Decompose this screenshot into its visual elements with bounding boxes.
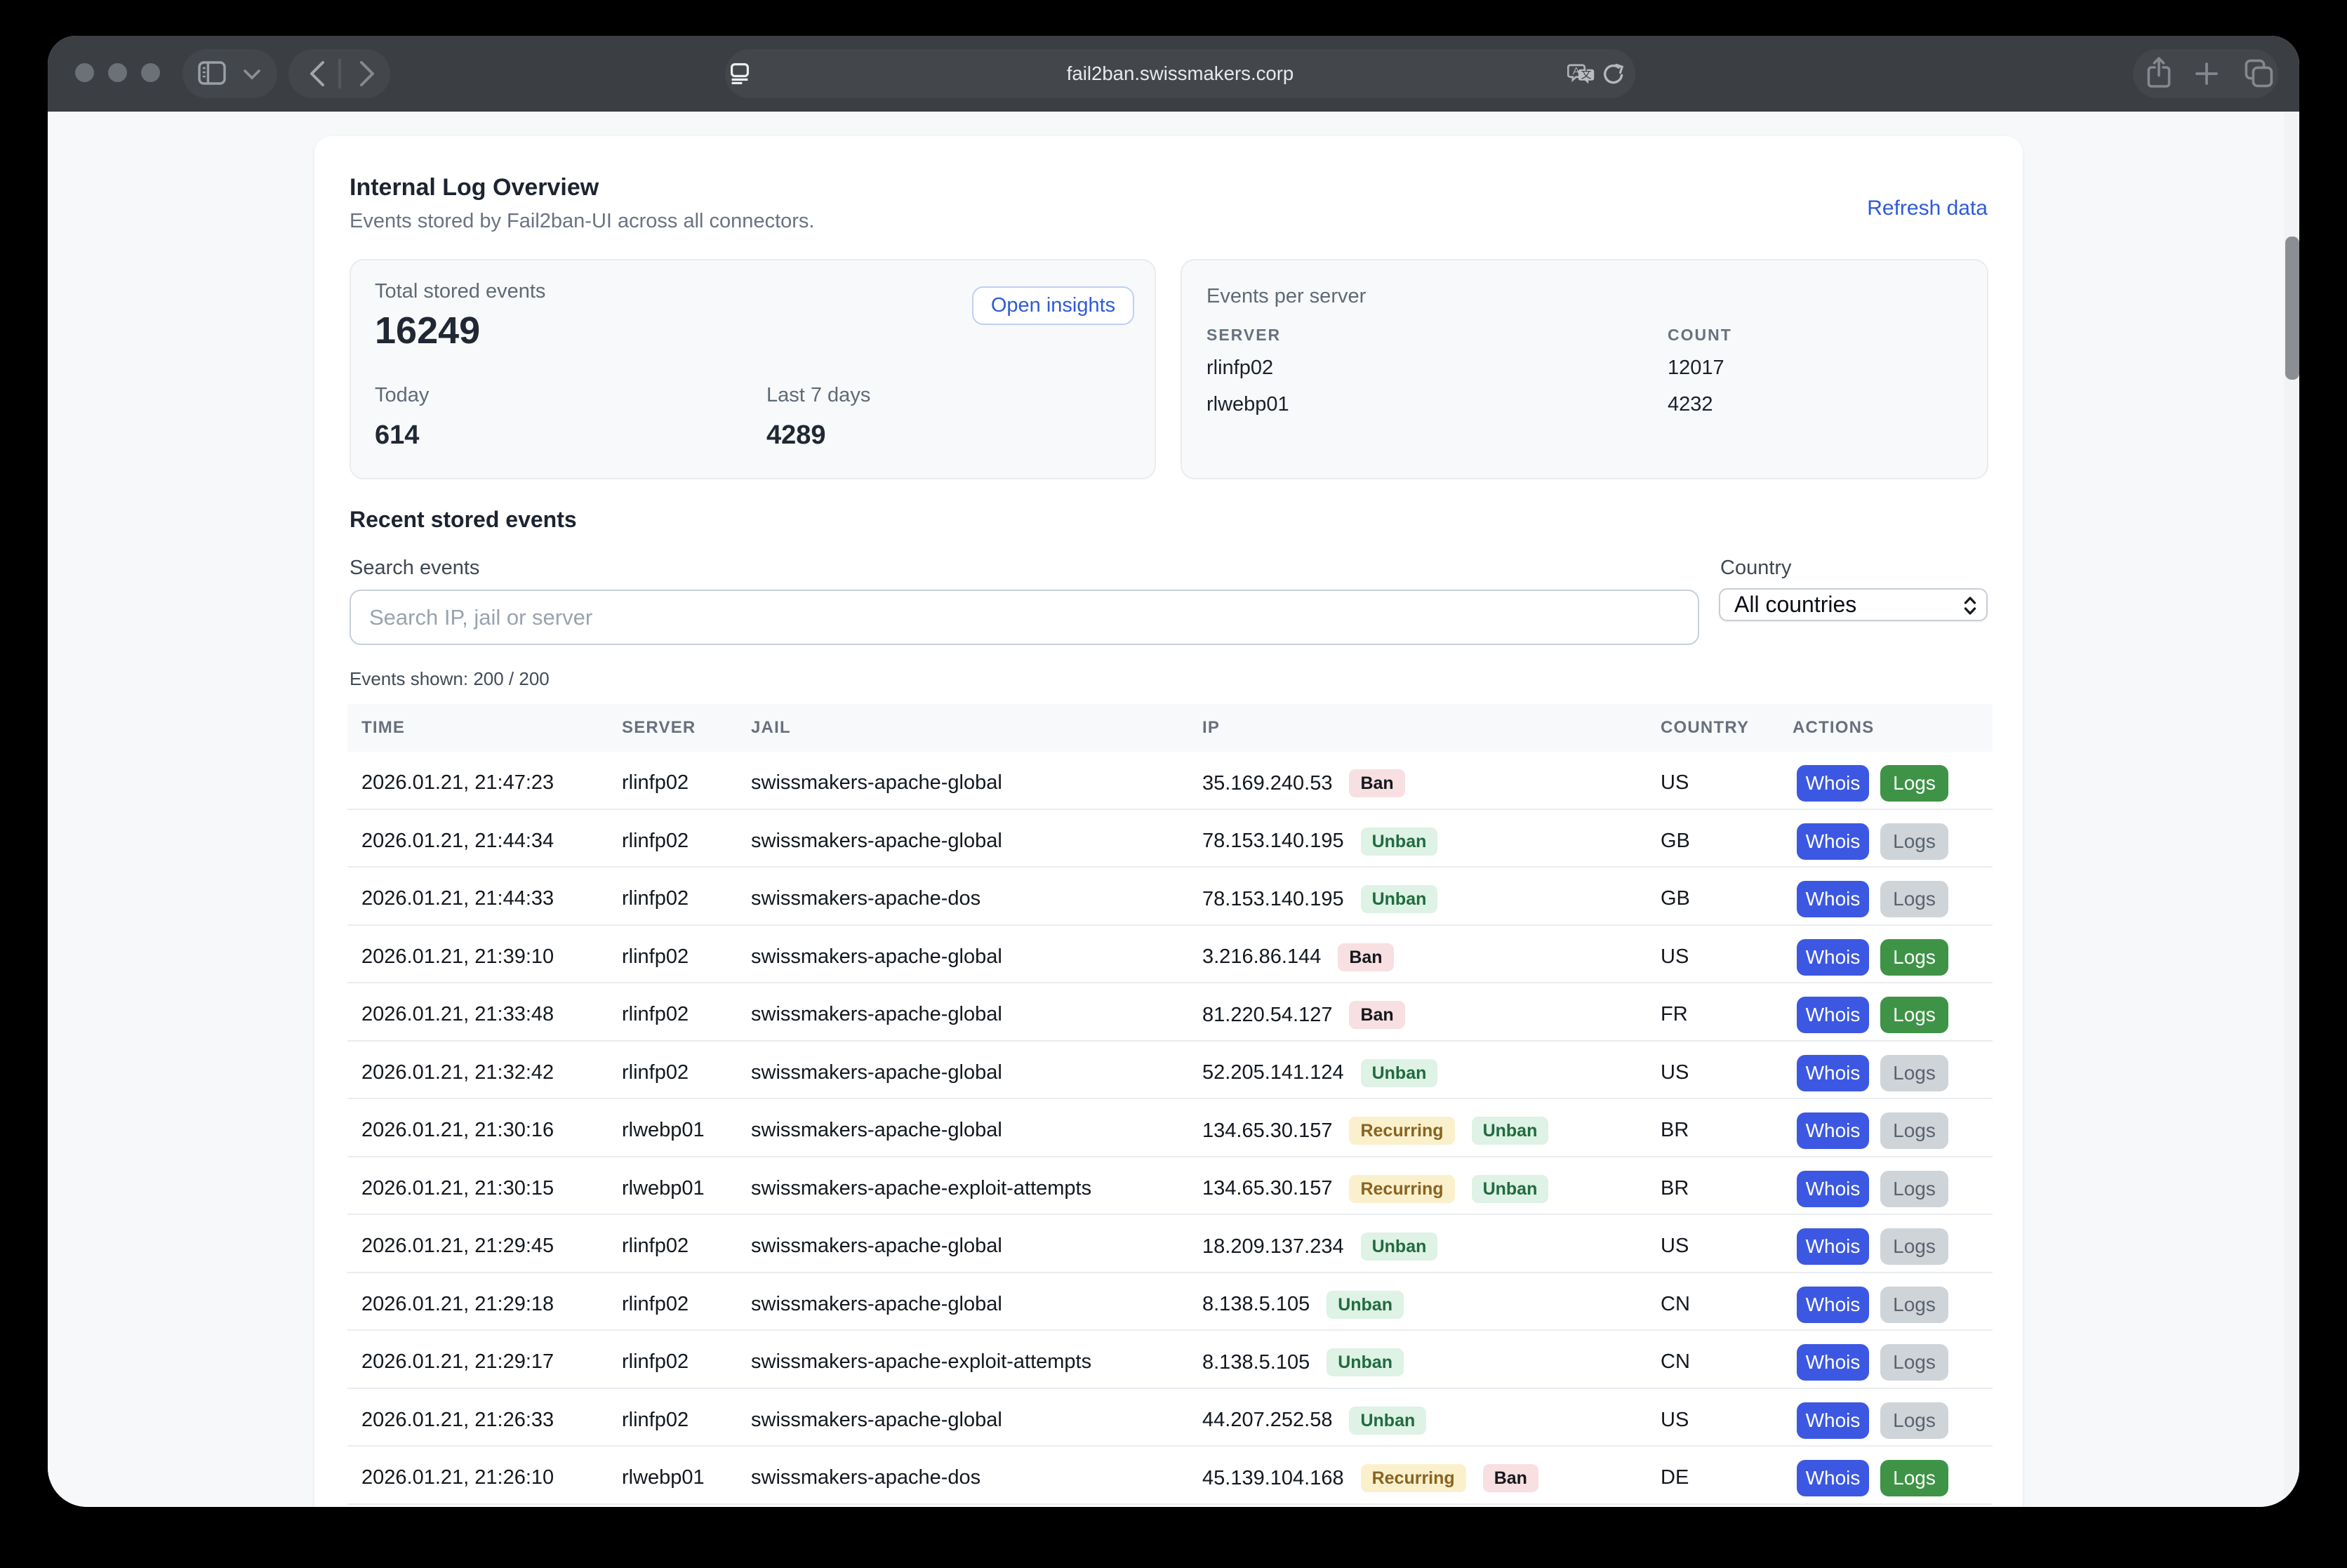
svg-text:A: A: [1573, 65, 1580, 77]
svg-text:文: 文: [1581, 69, 1591, 81]
